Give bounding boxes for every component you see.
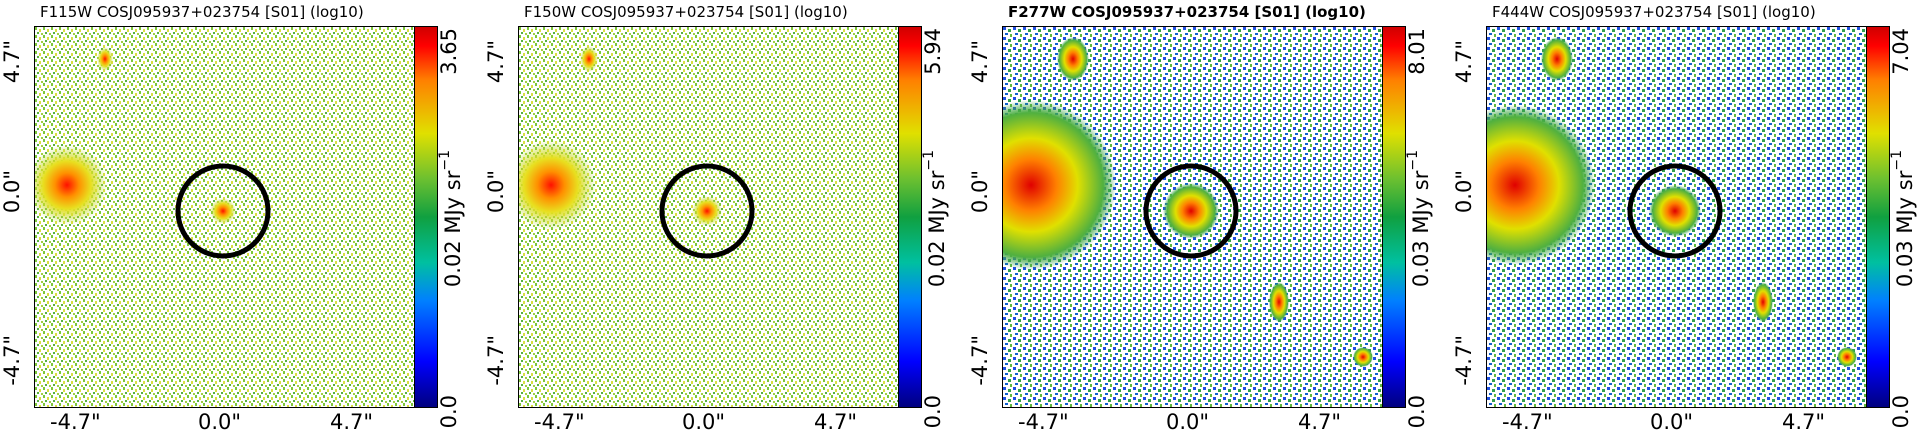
bright-galaxy [1487,105,1595,265]
colorbar-mid: 0.02 [441,240,465,288]
colorbar [898,26,922,408]
x-tick-right: 4.7" [1782,410,1826,434]
aperture-circle [1627,163,1723,259]
cutout-svg [1487,27,1867,407]
faint-galaxy [97,47,113,71]
faint-source [1353,347,1373,367]
x-tick-mid: 0.0" [682,410,726,434]
panel-title: F277W COSJ095937+023754 [S01] (log10) [1008,3,1366,21]
colorbar-unit-exp: −1 [1405,150,1421,171]
colorbar-max: 7.04 [1889,28,1913,75]
y-tick-mid: 0.0" [484,170,508,214]
cutout-svg [519,27,899,407]
x-tick-mid: 0.0" [1650,410,1694,434]
colorbar-min: 0.0 [1405,395,1429,429]
colorbar-label: 0.03 MJy sr−1 [1889,150,1917,287]
colorbar-mid: 0.03 [1893,240,1917,288]
colorbar-unit: MJy sr [1893,170,1917,234]
colorbar [414,26,438,408]
target-source [210,198,236,224]
faint-source [1753,282,1773,322]
y-tick-bottom: -4.7" [968,335,992,386]
cutout-svg [35,27,415,407]
bright-galaxy [1003,100,1116,270]
faint-source [1837,347,1857,367]
colorbar-min: 0.0 [437,395,461,429]
colorbar-mid: 0.02 [925,240,949,288]
colorbar-min: 0.0 [921,395,945,429]
panel-f150w: F150W COSJ095937+023754 [S01] (log10) 4.… [484,0,964,439]
y-tick-mid: 0.0" [968,170,992,214]
y-tick-bottom: -4.7" [0,335,24,386]
panel-f277w: F277W COSJ095937+023754 [S01] (log10) 4.… [968,0,1448,439]
panel-title: F444W COSJ095937+023754 [S01] (log10) [1492,3,1816,21]
cutout-image [518,26,900,408]
cutout-image [1002,26,1384,408]
y-tick-top: 4.7" [484,40,508,84]
y-tick-top: 4.7" [1452,40,1476,84]
colorbar-unit-exp: −1 [437,150,453,171]
faint-galaxy [1057,37,1089,81]
cutout-image [1486,26,1868,408]
colorbar-max: 8.01 [1405,28,1429,75]
colorbar-unit: MJy sr [441,170,465,234]
cutout-image [34,26,416,408]
x-tick-left: -4.7" [534,410,585,434]
x-tick-left: -4.7" [50,410,101,434]
bright-galaxy [35,145,107,225]
x-tick-mid: 0.0" [1166,410,1210,434]
x-tick-left: -4.7" [1018,410,1069,434]
panel-f444w: F444W COSJ095937+023754 [S01] (log10) 4.… [1452,0,1919,439]
target-source [1649,185,1701,237]
colorbar-label: 0.02 MJy sr−1 [921,150,949,287]
colorbar-max: 3.65 [437,28,461,75]
x-tick-right: 4.7" [330,410,374,434]
aperture-circle [175,163,271,259]
colorbar-unit-exp: −1 [921,150,937,171]
colorbar [1382,26,1406,408]
x-tick-right: 4.7" [814,410,858,434]
bright-galaxy [519,140,596,230]
panel-title: F115W COSJ095937+023754 [S01] (log10) [40,3,364,21]
colorbar-unit: MJy sr [1409,170,1433,234]
x-tick-left: -4.7" [1502,410,1553,434]
panel-f115w: F115W COSJ095937+023754 [S01] (log10) 4.… [0,0,480,439]
colorbar-mid: 0.03 [1409,240,1433,288]
colorbar-label: 0.03 MJy sr−1 [1405,150,1433,287]
faint-source [1269,282,1289,322]
x-tick-mid: 0.0" [198,410,242,434]
x-tick-right: 4.7" [1298,410,1342,434]
colorbar-unit: MJy sr [925,170,949,234]
y-tick-top: 4.7" [968,40,992,84]
aperture-circle [659,163,755,259]
y-tick-top: 4.7" [0,40,24,84]
colorbar-label: 0.02 MJy sr−1 [437,150,465,287]
y-tick-mid: 0.0" [0,170,24,214]
faint-galaxy [580,46,598,72]
colorbar-min: 0.0 [1889,395,1913,429]
panel-title: F150W COSJ095937+023754 [S01] (log10) [524,3,848,21]
faint-galaxy [1541,37,1573,81]
colorbar-unit-exp: −1 [1889,150,1905,171]
colorbar-max: 5.94 [921,28,945,75]
target-source [692,196,722,226]
y-tick-bottom: -4.7" [1452,335,1476,386]
y-tick-bottom: -4.7" [484,335,508,386]
cutout-svg [1003,27,1383,407]
target-source [1163,183,1219,239]
colorbar [1866,26,1890,408]
aperture-circle [1143,163,1239,259]
y-tick-mid: 0.0" [1452,170,1476,214]
